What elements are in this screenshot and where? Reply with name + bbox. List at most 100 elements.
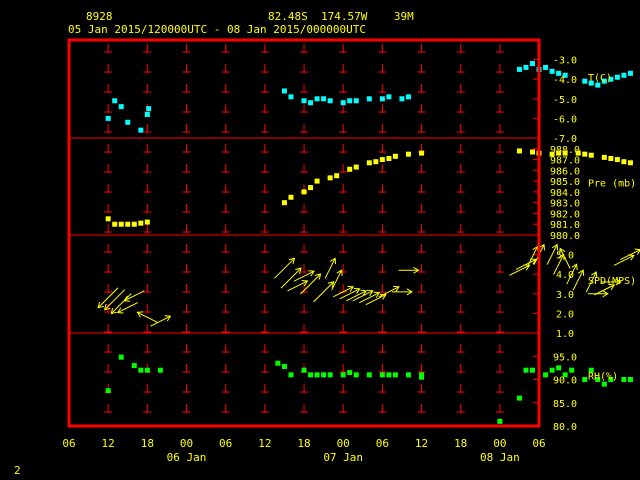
wind-arrow-shaft xyxy=(339,288,360,300)
temperature-point xyxy=(562,72,568,78)
y-tick-label: 80.0 xyxy=(553,422,577,433)
grid-layer xyxy=(69,44,539,427)
humidity-point xyxy=(386,372,392,378)
wind-arrow-head xyxy=(530,258,537,265)
wind-arrow-shaft xyxy=(566,263,578,285)
humidity-point xyxy=(366,372,372,378)
wind-arrow-head xyxy=(116,307,124,314)
wind-arrow-head xyxy=(591,271,598,278)
pressure-point xyxy=(308,185,314,191)
wind-arrow-shaft xyxy=(97,287,119,309)
pressure-point xyxy=(301,189,307,195)
wind-arrow-head xyxy=(97,301,104,309)
pressure-point xyxy=(125,221,131,227)
temperature-point xyxy=(112,98,118,104)
y-tick-label: 987.0 xyxy=(550,156,580,167)
wind-arrow-head xyxy=(123,295,131,302)
humidity-point xyxy=(392,372,398,378)
wind-arrow-head xyxy=(288,257,296,265)
wind-arrow xyxy=(398,266,420,274)
humidity-point xyxy=(627,377,633,382)
wind-arrow-shaft xyxy=(280,267,302,289)
x-tick-label: 12 xyxy=(415,437,428,450)
panel-label-humidity: RH(%) xyxy=(588,372,618,383)
humidity-point xyxy=(144,367,150,373)
wind-arrow-shaft xyxy=(620,249,640,261)
wind-arrow xyxy=(585,271,598,293)
wind-arrow-shaft xyxy=(359,292,380,304)
temperature-point xyxy=(614,74,620,80)
wind-arrow-head xyxy=(295,267,302,274)
pressure-point xyxy=(614,157,620,163)
y-tick-label: -5.0 xyxy=(553,95,577,106)
pressure-point xyxy=(601,154,607,160)
pressure-point xyxy=(530,149,536,155)
y-tick-label: 4.0 xyxy=(556,270,574,281)
wind-arrow-head xyxy=(413,266,420,274)
pressure-point xyxy=(386,155,392,161)
humidity-point xyxy=(497,418,503,424)
pressure-point xyxy=(419,150,425,156)
y-tick-label: 986.0 xyxy=(550,166,580,177)
temperature-point xyxy=(523,64,529,70)
humidity-point xyxy=(321,372,327,378)
wind-arrow-shaft xyxy=(137,311,158,323)
wind-arrow xyxy=(509,264,531,276)
temperature-point xyxy=(386,94,392,100)
y-tick-label: -7.0 xyxy=(553,134,577,145)
temperature-point xyxy=(556,70,562,76)
wind-arrow-head xyxy=(314,273,322,280)
humidity-point xyxy=(405,372,411,378)
panel-label-pressure: Pre (mb) xyxy=(588,179,636,190)
wind-arrow-shaft xyxy=(365,294,387,306)
humidity-point xyxy=(621,377,627,382)
wind-arrow xyxy=(359,291,381,304)
y-tick-label: 85.0 xyxy=(553,399,577,410)
pressure-point xyxy=(105,216,111,222)
wind-arrow-shaft xyxy=(331,269,343,291)
wind-arrow-head xyxy=(615,278,622,286)
wind-arrow-head xyxy=(608,283,616,291)
pressure-point xyxy=(288,194,294,200)
pressure-point xyxy=(281,200,287,206)
pressure-point xyxy=(392,153,398,159)
wind-arrow-head xyxy=(559,247,566,255)
pressure-point xyxy=(373,159,379,165)
y-tick-label: 984.0 xyxy=(550,188,580,199)
pressure-point xyxy=(138,220,144,226)
x-tick-label: 18 xyxy=(454,437,467,450)
wind-arrow xyxy=(587,290,609,298)
wind-arrow xyxy=(150,315,172,327)
label-layer: 06 12 18 00 06 12 18 00 06 12 18 00 06 06 Jan 07 Jan 08… xyxy=(62,56,636,464)
wind-arrow-head xyxy=(301,280,309,287)
temperature-point xyxy=(353,98,359,104)
wind-arrow-head xyxy=(379,293,387,300)
temperature-point xyxy=(327,98,333,104)
temperature-point xyxy=(347,98,353,104)
temperature-point xyxy=(405,94,411,100)
temperature-point xyxy=(608,76,614,82)
wind-arrow-head xyxy=(327,281,335,288)
wind-arrow-shaft xyxy=(332,286,354,298)
pressure-point xyxy=(516,148,522,154)
temperature-point xyxy=(601,78,607,84)
wind-arrow-shaft xyxy=(346,290,367,302)
wind-arrow-shaft xyxy=(110,293,132,314)
temperature-point xyxy=(621,72,627,78)
wind-arrow-head xyxy=(308,270,315,277)
pressure-point xyxy=(588,152,594,158)
wind-arrow-shaft xyxy=(585,271,597,293)
wind-arrow-head xyxy=(373,291,381,298)
temperature-point xyxy=(582,78,588,84)
pressure-point xyxy=(575,150,581,156)
humidity-point xyxy=(582,377,588,382)
wind-arrow xyxy=(620,248,640,261)
wind-arrow xyxy=(136,311,158,323)
y-tick-label: 983.0 xyxy=(550,199,580,210)
humidity-point xyxy=(327,372,333,378)
y-tick-label: 1.0 xyxy=(556,329,574,340)
temperature-point xyxy=(144,111,150,117)
wind-arrow-shaft xyxy=(559,248,571,269)
temperature-point xyxy=(301,98,307,104)
wind-arrow xyxy=(378,285,400,298)
